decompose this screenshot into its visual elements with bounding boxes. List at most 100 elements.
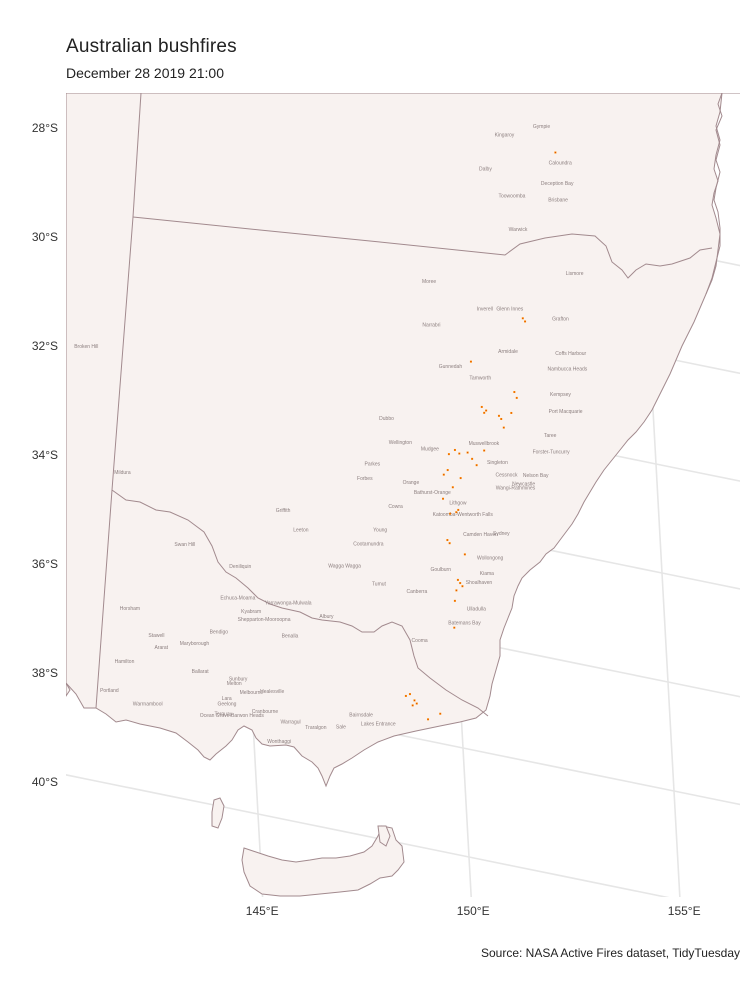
fire-point-core xyxy=(467,452,469,454)
land-east-edge xyxy=(705,93,723,295)
city-label: Cessnock xyxy=(496,473,518,479)
city-label: Orange xyxy=(403,480,420,486)
border-nsw-vic xyxy=(111,489,489,717)
city-label: Taree xyxy=(544,433,557,439)
latitude-tick-label: 28°S xyxy=(32,121,58,135)
latitude-tick-label: 34°S xyxy=(32,448,58,462)
fire-point-core xyxy=(447,469,449,471)
longitude-tick-label: 155°E xyxy=(668,904,701,918)
city-label: Sunbury xyxy=(229,677,248,683)
city-label: Ararat xyxy=(154,645,168,651)
city-label: Camden Haven xyxy=(463,532,498,538)
city-label: Leeton xyxy=(293,528,309,534)
fire-point-core xyxy=(554,152,556,153)
fire-point-core xyxy=(442,498,444,500)
map-axes: 28°S 30°S 32°S 34°S 36°S 38°S 40°S 145°E 150°E 15… xyxy=(32,121,701,918)
fire-point-core xyxy=(498,415,500,417)
fire-point-core xyxy=(513,391,515,393)
fire-point-core xyxy=(516,397,518,399)
city-label: Cooma xyxy=(412,638,428,644)
city-label: Kiama xyxy=(480,571,494,577)
city-label: Broken Hill xyxy=(74,344,98,350)
city-label: Sale xyxy=(336,725,346,731)
city-label: Dalby xyxy=(479,167,492,173)
fire-point-core xyxy=(452,486,454,488)
city-label: Tumut xyxy=(372,581,387,587)
city-label: Bairnsdale xyxy=(349,712,373,718)
latitude-tick-label: 38°S xyxy=(32,666,58,680)
city-label: Cootamundra xyxy=(353,542,384,548)
city-label: Port Macquarie xyxy=(549,409,583,415)
fire-point-core xyxy=(485,410,487,412)
fire-point-core xyxy=(522,317,524,319)
city-label: Melton xyxy=(227,681,242,687)
fire-point-core xyxy=(470,361,472,363)
city-label: Ballarat xyxy=(192,669,210,675)
city-label: Deception Bay xyxy=(541,181,574,187)
land-flinders-island xyxy=(377,825,391,847)
city-label: Lithgow xyxy=(449,500,467,506)
city-label: Yarrawonga-Mulwala xyxy=(265,601,312,607)
fire-point-core xyxy=(405,695,407,697)
city-label: Nambucca Heads xyxy=(548,367,588,373)
city-label: Batemans Bay xyxy=(448,620,481,626)
latitude-gridline xyxy=(66,774,670,897)
city-label: Parkes xyxy=(365,461,381,467)
fire-point-core xyxy=(412,704,414,706)
fire-points xyxy=(404,151,557,721)
city-label: Albury xyxy=(319,614,334,620)
city-label: Inverell xyxy=(477,307,493,313)
city-label: Glenn Innes xyxy=(496,306,523,312)
map-subtitle: December 28 2019 21:00 xyxy=(66,65,224,81)
land-tasmania xyxy=(241,825,405,897)
city-label: Traralgon xyxy=(305,725,326,731)
city-label: Dubbo xyxy=(379,416,394,422)
city-label: Geelong xyxy=(218,701,237,707)
city-label: Toowoomba xyxy=(498,194,525,200)
fire-point-core xyxy=(458,453,460,455)
latitude-tick-label: 36°S xyxy=(32,557,58,571)
fire-point-core xyxy=(503,427,505,429)
city-label: Wagga Wagga xyxy=(328,564,361,570)
city-label: Moree xyxy=(422,279,436,285)
fire-point-core xyxy=(449,542,451,544)
city-label: Warragul xyxy=(281,720,301,726)
city-label: Wangi-Rathmines xyxy=(496,485,536,491)
fire-point-core xyxy=(461,585,463,587)
latitude-tick-label: 30°S xyxy=(32,230,58,244)
fire-point-core xyxy=(409,693,411,695)
city-label: Canberra xyxy=(406,589,427,595)
fire-point-core xyxy=(457,579,459,581)
city-label: Warrnambool xyxy=(133,701,163,707)
city-label: Singleton xyxy=(487,460,508,466)
fire-point-core xyxy=(449,513,451,515)
city-labels: Gympie Kingaroy Dalby Caloundra Deception Ba… xyxy=(74,124,588,745)
longitude-tick-label: 145°E xyxy=(246,904,279,918)
city-label: Ocean Grove-Barwon Heads xyxy=(200,713,265,719)
city-label: Goulburn xyxy=(430,567,451,573)
latitude-tick-label: 32°S xyxy=(32,339,58,353)
longitude-tick-label: 150°E xyxy=(457,904,490,918)
city-label: Cowra xyxy=(388,504,403,510)
border-nt-qld xyxy=(132,93,142,218)
city-label: Hamilton xyxy=(115,659,135,665)
land-kangaroo-edge xyxy=(66,681,71,697)
city-label: Tamworth xyxy=(469,376,491,382)
city-label: Mudgee xyxy=(421,446,439,452)
city-label: Bathurst-Orange xyxy=(414,490,451,496)
city-label: Benalla xyxy=(282,633,299,639)
fire-point-core xyxy=(439,713,441,715)
city-label: Gympie xyxy=(533,124,550,130)
fire-point-core xyxy=(427,718,429,720)
fire-point-core xyxy=(483,412,485,414)
source-caption: Source: NASA Active Fires dataset, TidyT… xyxy=(480,946,740,960)
city-label: Newcastle xyxy=(512,482,535,488)
fire-point-core xyxy=(455,589,457,591)
fire-point-core xyxy=(443,474,445,476)
land-king-island xyxy=(211,797,225,829)
fire-point-core xyxy=(483,450,485,452)
city-label: Narrabri xyxy=(422,323,440,329)
fire-point-core xyxy=(453,627,455,629)
